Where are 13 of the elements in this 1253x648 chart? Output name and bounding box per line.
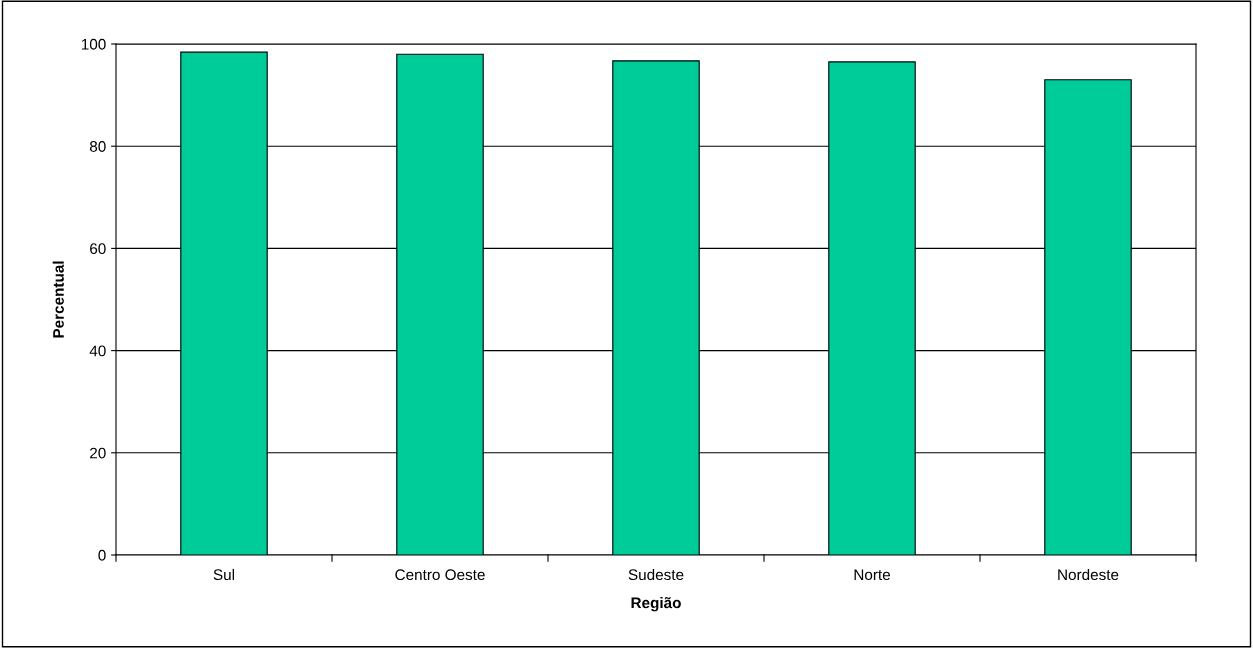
x-tick-label: Sul: [213, 568, 235, 581]
y-tick-label: 40: [89, 345, 106, 357]
y-tick-label: 0: [98, 549, 106, 561]
x-tick-label: Centro Oeste: [395, 569, 485, 581]
y-tick-label: 60: [90, 243, 106, 255]
y-tick-label: 80: [89, 141, 106, 152]
x-tick-label: Norte: [854, 569, 890, 581]
y-tick-label: 100: [81, 38, 106, 50]
x-axis-title: Região: [631, 597, 681, 612]
y-axis-title: Percentual: [52, 261, 64, 338]
x-tick-label: Sudeste: [628, 568, 684, 581]
y-tick-label: 20: [90, 447, 106, 459]
x-tick-label: Nordeste: [1058, 568, 1119, 581]
